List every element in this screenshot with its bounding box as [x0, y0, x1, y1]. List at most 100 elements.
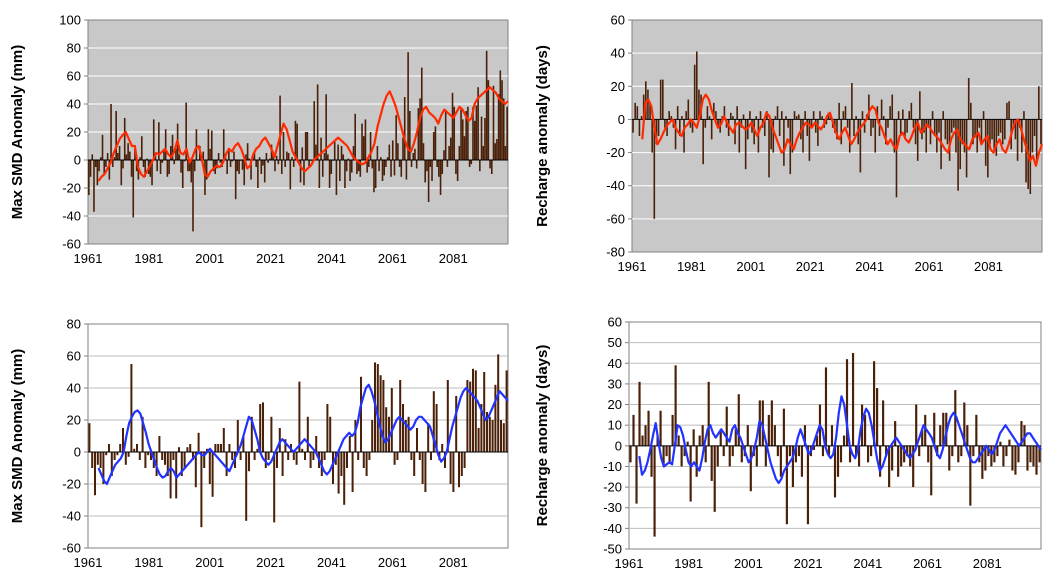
bar: [103, 160, 106, 174]
bar: [629, 445, 632, 463]
bar: [782, 408, 785, 446]
x-tick-label: 1981: [134, 555, 163, 570]
bar: [984, 119, 987, 166]
chart-svg: -80 -60 -40 -20 0 20 40 60 1961 1981 2001 2021 2041 2…: [534, 13, 1044, 274]
bar: [908, 111, 911, 120]
bar: [1004, 119, 1006, 140]
bar: [173, 160, 176, 165]
bar: [91, 154, 94, 160]
bar: [333, 141, 336, 160]
bar: [419, 98, 421, 160]
bar: [810, 119, 813, 128]
bar: [496, 139, 498, 160]
bar: [108, 160, 111, 180]
bar: [970, 102, 972, 120]
x-tick-label: 2041: [317, 555, 346, 570]
bar: [925, 119, 928, 153]
bar: [702, 119, 704, 165]
bar: [88, 160, 90, 195]
bar: [698, 435, 701, 446]
bar: [275, 155, 278, 160]
bar: [1035, 445, 1038, 475]
bar: [138, 452, 141, 460]
bar: [380, 157, 382, 160]
bar: [731, 445, 734, 457]
bar: [385, 160, 387, 167]
bar: [880, 99, 883, 120]
bar: [927, 445, 930, 463]
bar: [668, 445, 671, 463]
y-tick-label: -80: [606, 245, 625, 260]
bar: [641, 435, 644, 446]
bar: [474, 370, 477, 452]
bar: [304, 132, 307, 160]
y-axis-label: Recharge anomaly (days): [534, 345, 551, 527]
y-tick-label: -60: [606, 211, 625, 226]
series-line: [641, 93, 1044, 167]
bar: [91, 452, 94, 468]
y-tick-label: -40: [603, 521, 622, 536]
bar: [441, 160, 444, 174]
bar: [957, 119, 959, 191]
bar: [219, 160, 222, 163]
bar: [942, 111, 945, 120]
bar: [806, 119, 809, 136]
bar: [1011, 445, 1014, 471]
bar: [1025, 119, 1027, 183]
x-tick-label: 2081: [439, 555, 468, 570]
y-tick-label: 50: [608, 335, 622, 350]
bar: [405, 160, 408, 180]
bar: [844, 106, 847, 120]
bar: [859, 119, 862, 173]
bar: [1029, 445, 1032, 463]
bar: [671, 414, 674, 446]
bar: [657, 119, 660, 136]
bar: [267, 452, 270, 460]
bar: [783, 119, 785, 166]
bar: [797, 445, 800, 457]
bar: [219, 444, 223, 452]
bar: [414, 148, 416, 160]
bar: [113, 157, 116, 160]
bar: [484, 118, 486, 160]
bar: [855, 116, 857, 120]
bar: [439, 160, 442, 195]
bar: [725, 406, 728, 446]
bar: [996, 445, 999, 457]
bar: [117, 153, 119, 160]
series-line: [638, 395, 1042, 485]
bar: [993, 119, 996, 153]
y-tick-label: 20: [67, 413, 81, 428]
bar: [906, 119, 908, 133]
bar: [794, 445, 797, 463]
bar: [369, 132, 372, 160]
bar: [110, 452, 113, 476]
bar: [393, 452, 396, 465]
bar: [175, 148, 177, 160]
bar: [205, 448, 209, 452]
bar: [863, 414, 867, 446]
bar: [407, 52, 409, 161]
bar: [217, 444, 220, 452]
bar: [436, 160, 438, 167]
bar: [163, 452, 167, 465]
bar: [472, 106, 474, 160]
y-tick-label: -60: [62, 237, 81, 252]
bar: [388, 144, 391, 160]
bar: [418, 452, 421, 460]
bar: [960, 445, 963, 457]
bar: [924, 414, 927, 446]
bar: [431, 160, 433, 181]
bar: [676, 106, 679, 120]
bar: [795, 116, 798, 120]
bar: [953, 119, 955, 128]
bar: [772, 119, 775, 153]
bar: [902, 109, 904, 120]
bar: [204, 160, 206, 195]
bar: [659, 79, 662, 120]
bar: [838, 102, 840, 120]
bar: [991, 119, 993, 140]
bar: [938, 119, 940, 133]
x-tick-label: 2041: [853, 556, 882, 571]
bar: [632, 119, 634, 133]
